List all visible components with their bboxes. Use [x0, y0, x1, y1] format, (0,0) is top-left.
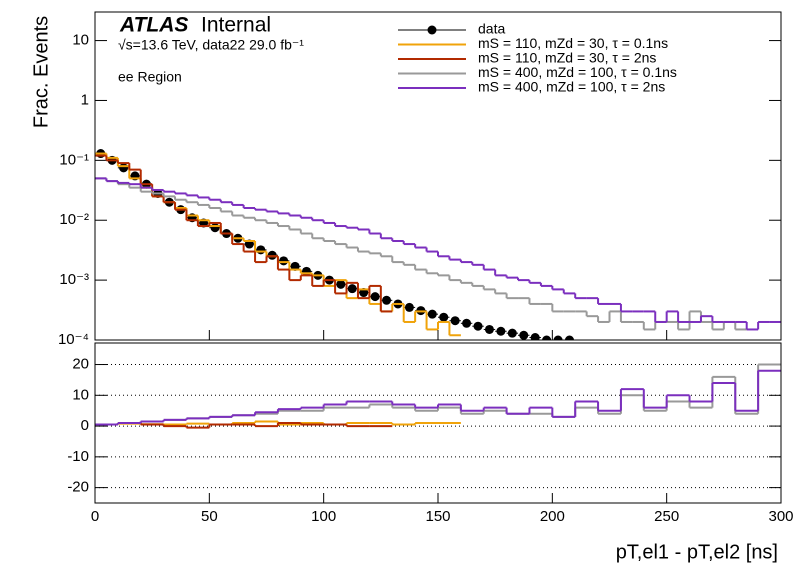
y-tick-label: 10⁻¹	[59, 151, 89, 168]
data-point	[382, 295, 392, 305]
y-axis-label: Frac. Events	[30, 16, 52, 128]
data-point	[427, 309, 437, 319]
y-tick-label: 10⁻³	[59, 271, 89, 288]
data-point	[473, 321, 483, 331]
energy-label: √s=13.6 TeV, data22 29.0 fb⁻¹	[118, 37, 304, 53]
data-point	[267, 250, 277, 260]
data-point	[542, 335, 552, 340]
data-point	[370, 292, 380, 302]
data-point	[496, 326, 506, 336]
data-point	[507, 328, 517, 338]
data-point	[519, 330, 529, 340]
y-tick-label: -20	[67, 479, 89, 496]
y-tick-label: 10⁻⁴	[58, 331, 89, 348]
y-tick-label: 0	[81, 417, 89, 434]
data-point	[450, 316, 460, 326]
data-point	[347, 284, 357, 294]
data-point	[484, 324, 494, 334]
x-tick-label: 100	[311, 508, 336, 525]
x-axis-label: pT,el1 - pT,el2 [ns]	[616, 541, 778, 563]
y-tick-label: 20	[72, 356, 89, 373]
region-label: ee Region	[118, 69, 182, 85]
x-tick-label: 200	[540, 508, 565, 525]
plot-area	[95, 363, 781, 429]
x-tick-label: 0	[91, 508, 99, 525]
data-point	[439, 312, 449, 322]
x-tick-label: 300	[768, 508, 793, 525]
legend-label: mS = 400, mZd = 100, τ = 0.1ns	[478, 64, 677, 80]
data-point	[290, 261, 300, 271]
data-point	[256, 245, 266, 255]
legend-label: mS = 110, mZd = 30, τ = 0.1ns	[478, 35, 668, 51]
data-point	[336, 279, 346, 289]
x-tick-label: 250	[654, 508, 679, 525]
data-point	[564, 335, 574, 340]
y-tick-label: 10⁻²	[59, 211, 89, 228]
data-point	[210, 223, 220, 233]
data-point	[404, 302, 414, 312]
data-point	[530, 333, 540, 340]
data-point	[119, 163, 129, 173]
legend-marker	[427, 25, 437, 35]
internal-label: Internal	[201, 14, 271, 37]
x-tick-label: 50	[201, 508, 218, 525]
legend-label: mS = 400, mZd = 100, τ = 2ns	[478, 79, 665, 95]
data-point	[462, 318, 472, 328]
panel-frame	[94, 11, 782, 341]
legend-label: data	[478, 21, 505, 37]
panel-frame	[94, 342, 782, 504]
x-tick-label: 150	[425, 508, 450, 525]
y-tick-label: 1	[81, 91, 89, 108]
y-tick-label: -10	[67, 448, 89, 465]
legend-label: mS = 110, mZd = 30, τ = 2ns	[478, 50, 656, 66]
y-tick-label: 10	[72, 386, 89, 403]
atlas-label: ATLAS	[119, 14, 188, 37]
data-point	[553, 335, 563, 340]
plot-area	[95, 149, 781, 340]
data-point	[279, 256, 289, 266]
y-tick-label: 10	[72, 32, 89, 49]
